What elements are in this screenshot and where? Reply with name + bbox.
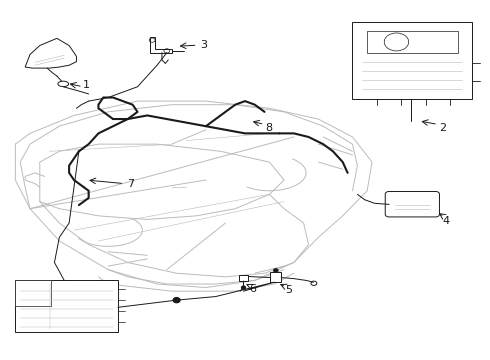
Text: 8: 8 <box>265 123 272 133</box>
Bar <box>352 22 472 99</box>
Text: 5: 5 <box>286 285 293 295</box>
Polygon shape <box>150 37 172 53</box>
Bar <box>239 275 248 281</box>
Text: 7: 7 <box>126 179 134 189</box>
Text: 1: 1 <box>83 80 90 90</box>
Circle shape <box>173 298 180 303</box>
Text: 3: 3 <box>200 40 207 50</box>
Ellipse shape <box>58 81 69 87</box>
Text: 2: 2 <box>440 123 446 133</box>
Circle shape <box>242 286 245 289</box>
Bar <box>270 272 281 282</box>
Text: 4: 4 <box>443 216 450 226</box>
Text: 6: 6 <box>249 284 256 294</box>
Polygon shape <box>25 39 76 68</box>
Circle shape <box>273 269 278 272</box>
Bar <box>15 280 51 306</box>
Bar <box>15 280 118 332</box>
Bar <box>367 31 458 53</box>
FancyBboxPatch shape <box>385 192 440 217</box>
